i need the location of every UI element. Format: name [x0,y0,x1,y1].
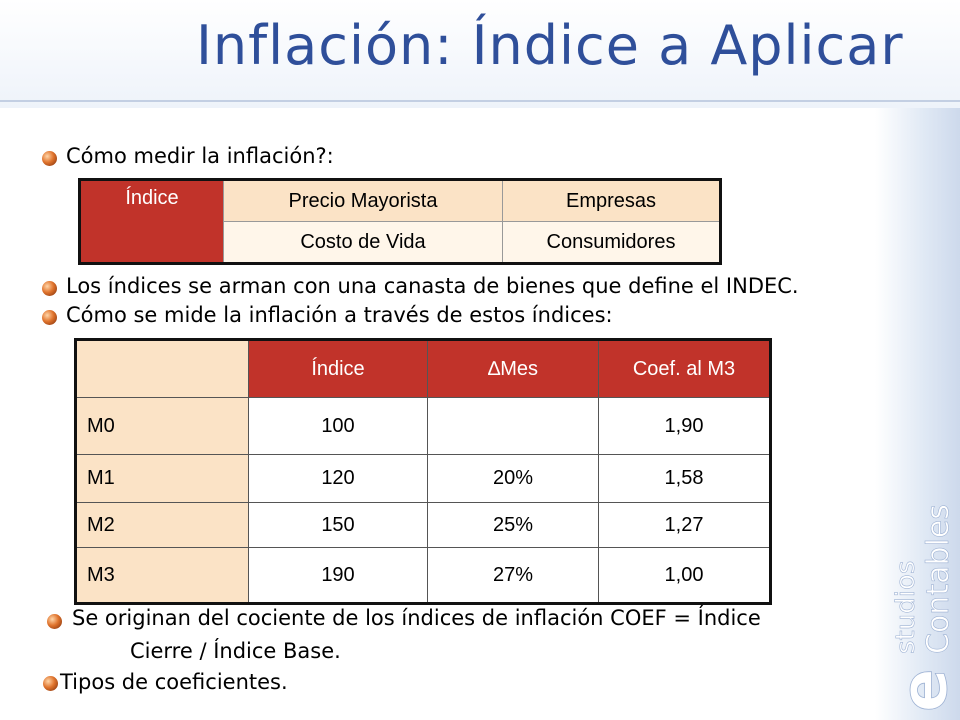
brand-band [875,108,960,720]
bullet-text-4: Se originan del cociente de los índices … [72,606,761,630]
inflation-coefficient-table: Índice ∆Mes Coef. al M3 M0 100 1,90 M1 1… [74,338,772,605]
bullet-icon [42,310,57,325]
bullet-text-2: Los índices se arman con una canasta de … [66,274,799,298]
table-cell: Costo de Vida [223,221,503,264]
bullet-icon [47,614,62,629]
table-cell: Empresas [502,179,721,222]
table-cell: Precio Mayorista [223,179,503,222]
row-header: M2 [75,502,249,548]
title-divider [0,100,960,102]
brand-logo: studios Contables e [888,504,960,713]
slide-title: Inflación: Índice a Aplicar [196,14,904,77]
table-cell: 1,90 [598,397,771,455]
brand-text-contables: Contables [921,504,956,654]
row-header: M3 [75,547,249,604]
brand-text-studios: studios [891,561,921,654]
bullet-text-4-continued: Cierre / Índice Base. [130,639,341,663]
title-bar [0,0,960,108]
brand-letter-e: e [888,669,960,712]
row-header: M1 [75,454,249,503]
table-cell: 150 [248,502,428,548]
table-cell: 1,58 [598,454,771,503]
bullet-icon [42,281,57,296]
column-header-delta-mes: ∆Mes [427,339,599,398]
table-cell: Consumidores [502,221,721,264]
bullet-text-3: Cómo se mide la inflación a través de es… [66,303,613,327]
table-cell: 190 [248,547,428,604]
bullet-text-5: Tipos de coeficientes. [60,670,288,694]
index-header: Índice [79,179,224,264]
column-header-indice: Índice [248,339,428,398]
table-cell: 120 [248,454,428,503]
table-cell: 100 [248,397,428,455]
table-corner-cell [75,339,249,398]
table-cell: 1,27 [598,502,771,548]
bullet-icon [42,151,57,166]
bullet-text-1: Cómo medir la inflación?: [66,144,334,168]
table-cell: 1,00 [598,547,771,604]
table-cell: 20% [427,454,599,503]
table-cell: 25% [427,502,599,548]
column-header-coef: Coef. al M3 [598,339,771,398]
table-cell [427,397,599,455]
index-types-table: Índice Precio Mayorista Empresas Costo d… [78,178,722,265]
table-cell: 27% [427,547,599,604]
bullet-icon [43,676,58,691]
row-header: M0 [75,397,249,455]
